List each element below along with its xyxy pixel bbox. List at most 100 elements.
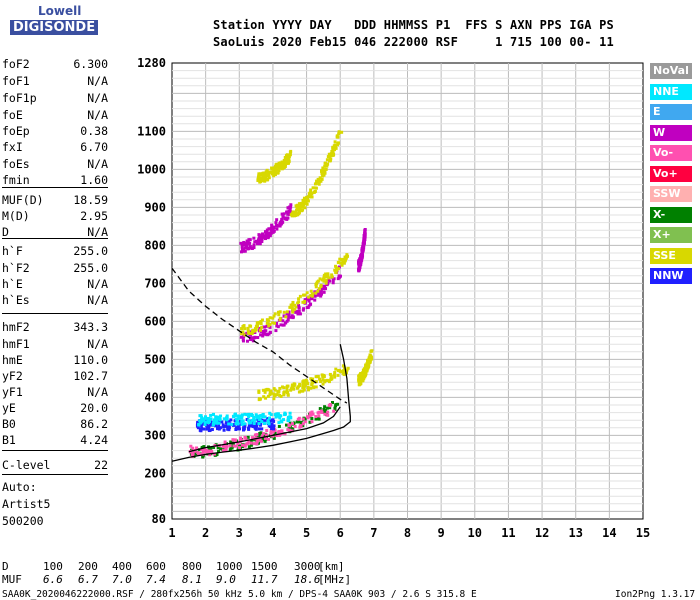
param-row: foF1p N/A	[2, 91, 108, 105]
echo-point	[231, 438, 235, 442]
echo-point	[324, 287, 328, 291]
echo-point	[314, 285, 318, 289]
echo-point	[238, 415, 242, 419]
echo-point	[272, 419, 276, 423]
echo-point	[203, 423, 207, 427]
echo-point	[304, 201, 308, 205]
echo-point	[245, 244, 249, 248]
echo-point	[264, 396, 268, 400]
echo-point	[302, 386, 306, 390]
param-name: foF2	[2, 57, 30, 71]
echo-point	[302, 203, 306, 207]
legend-item: E	[650, 104, 692, 120]
echo-point	[248, 333, 252, 337]
echo-point	[206, 424, 210, 428]
echo-point	[225, 414, 229, 418]
param-row: fxI 6.70	[2, 140, 108, 154]
echo-point	[358, 380, 362, 384]
echo-point	[243, 422, 247, 426]
echo-point	[270, 172, 274, 176]
echo-point	[307, 295, 311, 299]
echo-point	[246, 435, 250, 439]
echo-point	[260, 434, 264, 438]
echo-point	[245, 239, 249, 243]
echo-point	[266, 388, 270, 392]
x-tick-label: 7	[370, 526, 377, 540]
echo-point	[324, 278, 328, 282]
echo-point	[282, 418, 286, 422]
echo-point	[241, 330, 245, 334]
echo-point	[320, 168, 324, 172]
echo-point	[301, 389, 305, 393]
echo-point	[312, 190, 316, 194]
echo-point	[216, 427, 220, 431]
echo-point	[323, 164, 327, 168]
echo-point	[362, 377, 366, 381]
echo-point	[320, 292, 324, 296]
muf-value: 6.7	[78, 573, 98, 586]
distance-value: 1000	[216, 560, 243, 573]
echo-point	[277, 163, 281, 167]
echo-point	[290, 385, 294, 389]
echo-point	[272, 174, 276, 178]
echo-point	[210, 428, 214, 432]
x-tick-label: 15	[636, 526, 650, 540]
echo-point	[275, 412, 279, 416]
echo-point	[270, 422, 274, 426]
x-tick-label: 6	[337, 526, 344, 540]
echo-point	[362, 370, 366, 374]
echo-point	[318, 277, 322, 281]
echo-point	[243, 444, 247, 448]
echo-point	[314, 291, 318, 295]
echo-point	[305, 195, 309, 199]
echo-point	[336, 402, 340, 406]
echo-point	[301, 300, 305, 304]
echo-point	[299, 389, 303, 393]
param-row: foEp 0.38	[2, 124, 108, 138]
echo-point	[211, 412, 215, 416]
echo-point	[200, 452, 204, 456]
echo-point	[265, 428, 269, 432]
echo-point	[257, 418, 261, 422]
echo-point	[247, 331, 251, 335]
echo-point	[327, 380, 331, 384]
echo-point	[299, 205, 303, 209]
echo-point	[288, 315, 292, 319]
param-name: D	[2, 225, 9, 239]
echo-point	[290, 303, 294, 307]
echo-point	[288, 411, 292, 415]
x-tick-label: 2	[202, 526, 209, 540]
footer-file-info: SAA0K_2020046222000.RSF / 280fx256h 50 k…	[2, 589, 477, 600]
echo-point	[316, 291, 320, 295]
echo-point	[324, 408, 328, 412]
echo-point	[268, 325, 272, 329]
echo-point	[332, 409, 336, 413]
echo-point	[364, 363, 368, 367]
echo-point	[286, 157, 290, 161]
echo-point	[289, 388, 293, 392]
echo-point	[296, 312, 300, 316]
echo-point	[202, 427, 206, 431]
echo-point	[240, 327, 244, 331]
echo-point	[316, 289, 320, 293]
echo-point	[362, 237, 366, 241]
echo-point	[285, 160, 289, 164]
echo-point	[284, 315, 288, 319]
muf-label: MUF	[2, 573, 22, 586]
echo-point	[358, 259, 362, 263]
echo-point	[338, 274, 342, 278]
echo-point	[258, 328, 262, 332]
echo-point	[267, 319, 271, 323]
echo-point	[297, 207, 301, 211]
y-tick-label: 80	[152, 512, 166, 526]
echo-point	[262, 395, 266, 399]
echo-point	[268, 316, 272, 320]
echo-point	[318, 176, 322, 180]
echo-point	[359, 254, 363, 258]
param-value: 18.59	[73, 193, 108, 207]
x-tick-label: 9	[438, 526, 445, 540]
echo-trace	[256, 149, 293, 184]
echo-point	[322, 273, 326, 277]
echo-point	[291, 309, 295, 313]
echo-point	[286, 417, 290, 421]
